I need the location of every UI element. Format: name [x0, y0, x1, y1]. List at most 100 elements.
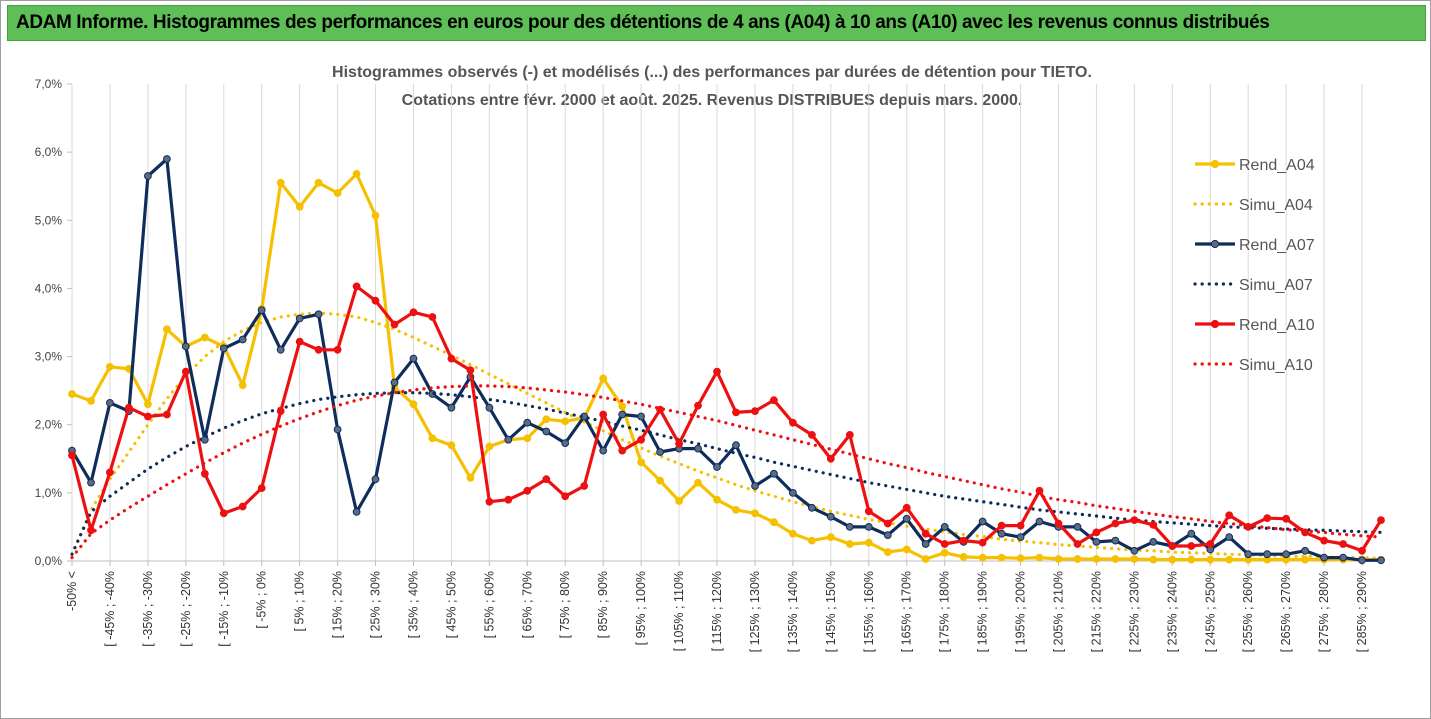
- data-point: [542, 415, 551, 424]
- data-point: [219, 509, 228, 518]
- x-tick-label: [ -45% ; -40%: [103, 571, 117, 647]
- data-point: [618, 410, 627, 419]
- data-point: [87, 526, 95, 535]
- data-point: [314, 178, 323, 187]
- y-axis: 0,0% 1,0% 2,0% 3,0% 4,0% 5,0% 6,0% 7,0%: [35, 77, 72, 568]
- data-point: [352, 170, 361, 178]
- data-point: [1073, 540, 1082, 548]
- data-point: [124, 403, 133, 412]
- data-point: [713, 495, 721, 504]
- data-point: [694, 478, 702, 487]
- x-tick-label: [ 285% ; 290%: [1355, 571, 1369, 652]
- data-point: [1130, 555, 1139, 563]
- data-point: [1016, 521, 1025, 530]
- data-point: [864, 507, 873, 516]
- data-point: [770, 518, 778, 527]
- data-point: [561, 417, 570, 426]
- data-point: [599, 374, 608, 383]
- data-point: [732, 441, 740, 450]
- series-line: [71, 172, 1381, 562]
- data-point: [106, 362, 114, 371]
- data-point: [694, 444, 702, 453]
- x-tick-label: [ 235% ; 240%: [1165, 571, 1179, 652]
- data-point: [295, 202, 304, 211]
- x-tick-label: [ 45% ; 50%: [444, 571, 458, 638]
- data-point: [826, 512, 835, 521]
- legend-marker: [1210, 159, 1220, 169]
- data-point: [1358, 556, 1366, 565]
- data-point: [1016, 533, 1025, 541]
- x-tick-label: [ -15% ; -10%: [217, 571, 231, 647]
- data-point: [238, 502, 247, 511]
- data-point: [1035, 553, 1044, 562]
- data-point: [1301, 555, 1309, 564]
- data-point: [390, 320, 399, 329]
- data-point: [1035, 486, 1044, 495]
- data-point: [295, 337, 304, 346]
- data-point: [409, 400, 418, 409]
- grid-lines: [71, 84, 1363, 561]
- x-tick-label: [ 205% ; 210%: [1051, 571, 1065, 652]
- data-point: [1149, 521, 1158, 529]
- data-point: [675, 497, 683, 505]
- y-tick-label: 4,0%: [35, 281, 63, 295]
- x-tick-label: [ 195% ; 200%: [1014, 571, 1028, 652]
- data-point: [618, 446, 627, 455]
- y-tick-label: 5,0%: [35, 213, 63, 227]
- x-tick-label: [ 15% ; 20%: [331, 571, 345, 638]
- x-tick-label: [ 25% ; 30%: [369, 571, 383, 638]
- legend-label: Simu_A07: [1239, 277, 1313, 294]
- data-point: [1073, 523, 1082, 531]
- data-point: [1054, 519, 1063, 528]
- data-point: [580, 482, 589, 490]
- chart-subtitle: Cotations entre févr. 2000 et août. 2025…: [402, 92, 1023, 109]
- data-point: [276, 178, 285, 187]
- data-point: [713, 367, 721, 376]
- data-point: [1225, 555, 1234, 564]
- data-point: [447, 441, 456, 450]
- x-tick-label: [ 145% ; 150%: [824, 571, 838, 652]
- data-point: [68, 451, 76, 460]
- data-point: [87, 397, 95, 405]
- x-tick-label: [ 115% ; 120%: [710, 571, 724, 651]
- data-point: [902, 545, 911, 554]
- data-point: [770, 396, 778, 405]
- data-point: [1149, 538, 1158, 546]
- data-point: [447, 403, 456, 412]
- data-point: [694, 401, 702, 410]
- data-point: [238, 381, 247, 390]
- data-point: [257, 306, 266, 315]
- data-point: [637, 412, 645, 421]
- data-point: [1377, 516, 1385, 524]
- report-title: ADAM Informe. Histogrammes des performan…: [16, 12, 1270, 33]
- x-tick-label: [ 225% ; 230%: [1127, 571, 1141, 652]
- legend-label: Rend_A07: [1239, 237, 1315, 254]
- data-point: [808, 431, 816, 439]
- x-tick-label: [ 275% ; 280%: [1317, 571, 1331, 652]
- data-point: [1092, 538, 1101, 546]
- data-point: [87, 478, 95, 487]
- data-point: [504, 495, 513, 504]
- data-point: [485, 442, 494, 451]
- data-point: [808, 503, 816, 512]
- x-tick-label: [ 35% ; 40%: [406, 571, 420, 638]
- data-point: [523, 434, 532, 443]
- data-point: [1339, 540, 1347, 548]
- data-point: [144, 172, 152, 180]
- series-rend-a10: [68, 282, 1385, 555]
- data-point: [1339, 553, 1347, 562]
- legend-entry: Rend_A10: [1195, 317, 1315, 334]
- data-point: [106, 468, 114, 477]
- data-point: [1377, 556, 1385, 565]
- data-point: [1092, 555, 1101, 563]
- x-tick-label: [ 95% ; 100%: [634, 571, 648, 645]
- data-point: [751, 407, 759, 416]
- data-point: [485, 497, 494, 506]
- data-point: [542, 427, 551, 436]
- data-point: [808, 536, 816, 545]
- data-point: [656, 448, 664, 456]
- data-point: [466, 366, 475, 375]
- data-point: [561, 439, 570, 448]
- data-point: [1301, 546, 1309, 555]
- data-point: [864, 538, 873, 547]
